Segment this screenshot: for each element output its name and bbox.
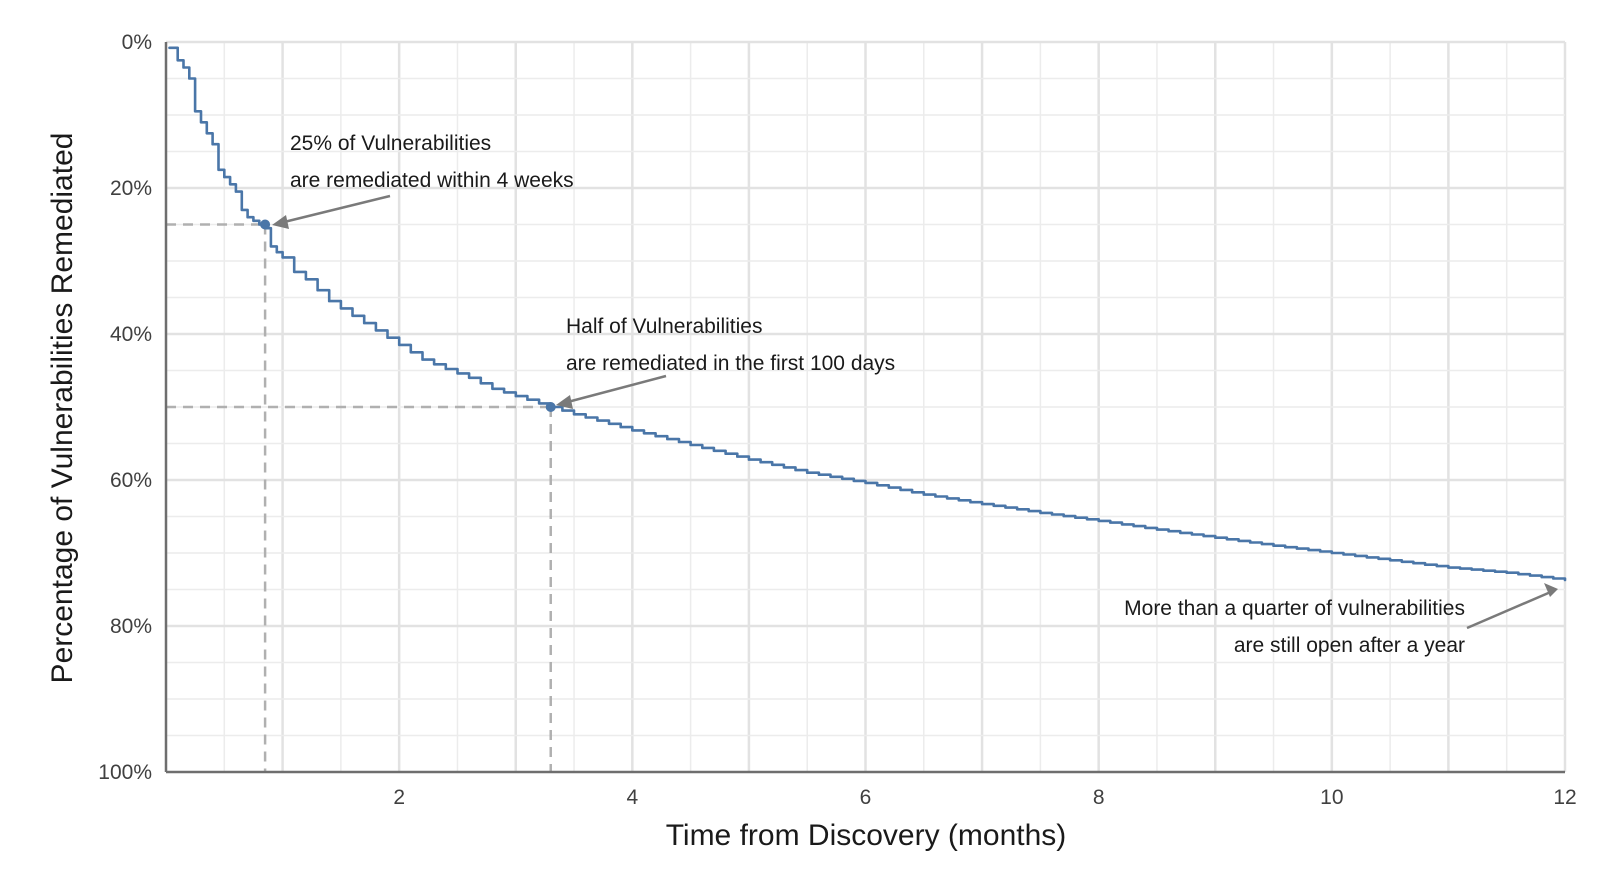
series-line	[168, 46, 1567, 582]
axes	[164, 42, 1565, 774]
annotation-3-line1: More than a quarter of vulnerabilities	[1124, 597, 1465, 620]
annotation-2-arrowhead	[556, 395, 573, 409]
annotation-3-arrowhead	[1544, 583, 1558, 597]
highlight-points	[260, 219, 556, 412]
highlight-point	[545, 402, 556, 412]
annotation-1-line1: 25% of Vulnerabilities	[290, 132, 491, 155]
x-tick-label: 10	[1320, 786, 1343, 809]
annotation-3-arrow	[1466, 589, 1554, 630]
y-tick-label: 100%	[98, 761, 152, 784]
annotation-1-arrowhead	[272, 215, 289, 229]
annotation-2-arrow	[559, 374, 667, 406]
y-axis-label: Percentage of Vulnerabilities Remediated	[46, 133, 79, 684]
x-tick-label: 12	[1553, 786, 1576, 809]
x-tick-label: 4	[626, 786, 638, 809]
annotation-1-line2: are remediated within 4 weeks	[290, 169, 574, 192]
y-tick-label: 0%	[122, 31, 152, 54]
series-group	[168, 46, 1567, 582]
x-axis-label: Time from Discovery (months)	[666, 819, 1067, 852]
y-tick-label: 40%	[110, 323, 152, 346]
x-tick-label: 2	[393, 786, 405, 809]
annotation-2-line1: Half of Vulnerabilities	[566, 315, 763, 338]
reference-lines	[166, 223, 552, 772]
x-tick-label: 6	[860, 786, 872, 809]
annotations: 25% of Vulnerabilities are remediated wi…	[272, 132, 1558, 657]
x-tick-label: 8	[1093, 786, 1105, 809]
highlight-point	[260, 219, 271, 230]
annotation-2-line2: are remediated in the first 100 days	[566, 352, 895, 375]
tick-labels: 2 4 6 8 10 12 0% 20% 40% 60% 80% 100%	[98, 31, 1576, 809]
annotation-3-line2: are still open after a year	[1234, 634, 1465, 657]
y-tick-label: 80%	[110, 615, 152, 638]
annotation-1-arrow	[275, 194, 391, 226]
y-tick-label: 20%	[110, 177, 152, 200]
y-tick-label: 60%	[110, 469, 152, 492]
